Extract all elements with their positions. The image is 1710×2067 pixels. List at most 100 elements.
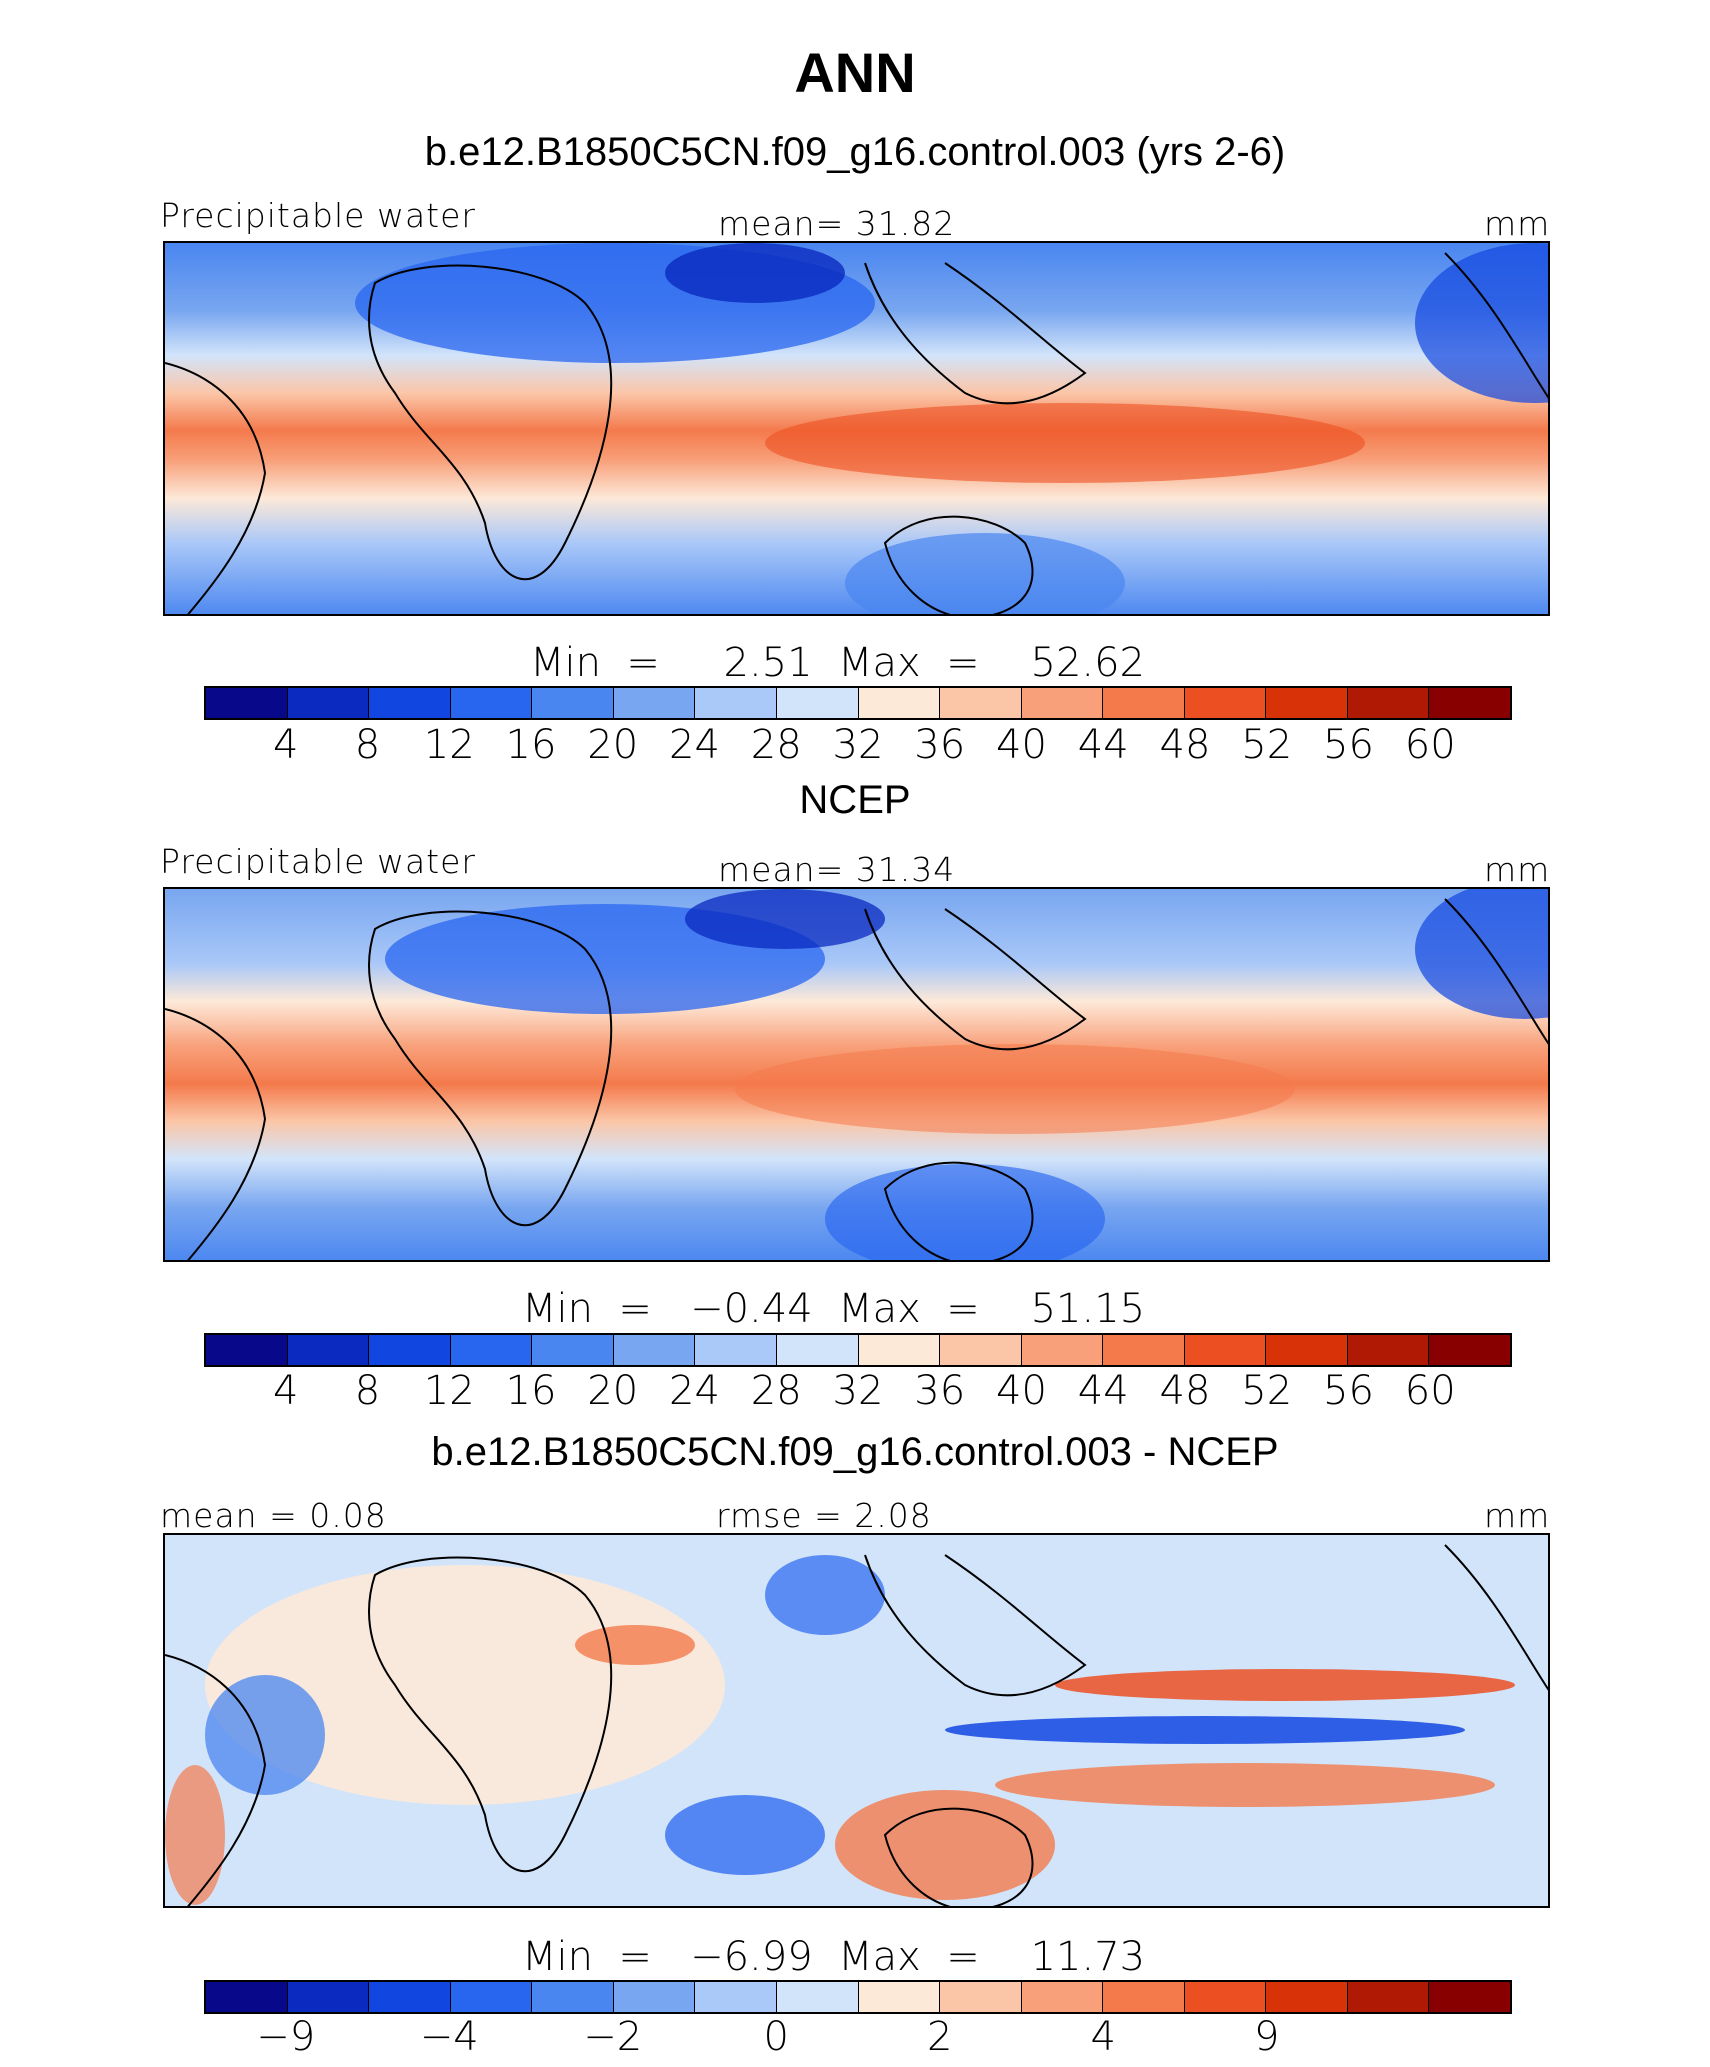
colorbar-cell [1266,688,1348,718]
panel2-colorbar [204,1333,1512,1367]
colorbar-cell [776,1335,859,1365]
colorbar-cell [1021,1335,1104,1365]
panel3-map [163,1533,1550,1908]
colorbar-cell [532,1335,614,1365]
colorbar-cell [858,688,941,718]
colorbar-cell [940,1982,1022,2012]
colorbar-tick-label: 40 [996,1368,1047,1414]
colorbar-tick-label: −2 [583,2014,643,2060]
colorbar-tick-label: 20 [587,1368,639,1414]
colorbar-cell [1347,688,1430,718]
panel1-minmax: Min = 2.51 Max = 52.62 [530,640,1145,686]
colorbar-cell [532,1982,614,2012]
colorbar-tick-label: 48 [1159,1368,1211,1414]
colorbar-cell [206,1982,288,2012]
colorbar-cell [776,688,859,718]
panel2-units: mm [1484,850,1551,889]
colorbar-cell [613,688,696,718]
colorbar-cell [450,1982,533,2012]
panel1-colorbar [204,686,1512,720]
colorbar-cell [695,688,777,718]
colorbar-tick-label: −4 [419,2014,479,2060]
colorbar-cell [1103,688,1185,718]
panel3-mean-label: mean = 0.08 [160,1496,387,1535]
colorbar-cell [858,1982,941,2012]
colorbar-tick-label: 52 [1241,1368,1293,1414]
colorbar-tick-label: 56 [1323,722,1374,768]
colorbar-cell [1429,688,1510,718]
panel2-variable-label: Precipitable water [160,842,476,881]
panel1-map [163,241,1550,616]
panel1-subtitle: b.e12.B1850C5CN.f09_g16.control.003 (yrs… [424,130,1286,174]
colorbar-tick-label: 4 [1090,2014,1116,2060]
main-title: ANN [794,41,916,104]
colorbar-tick-label: 12 [423,722,475,768]
colorbar-cell [776,1982,859,2012]
panel3-subtitle: b.e12.B1850C5CN.f09_g16.control.003 - NC… [431,1430,1279,1474]
colorbar-tick-label: 4 [273,1368,299,1414]
colorbar-tick-label: 28 [750,1368,802,1414]
colorbar-cell [1266,1335,1348,1365]
colorbar-cell [369,688,451,718]
colorbar-tick-label: 32 [832,1368,884,1414]
colorbar-tick-label: 28 [750,722,802,768]
panel3-units: mm [1484,1496,1551,1535]
colorbar-tick-label: 8 [354,1368,381,1414]
colorbar-cell [532,688,614,718]
colorbar-cell [1184,1982,1267,2012]
colorbar-cell [1103,1335,1185,1365]
colorbar-cell [450,688,533,718]
colorbar-tick-label: 2 [927,2014,953,2060]
colorbar-cell [940,688,1022,718]
panel3-map-svg [165,1535,1548,1906]
colorbar-cell [369,1982,451,2012]
colorbar-cell [1021,1982,1104,2012]
panel3-minmax: Min = −6.99 Max = 11.73 [522,1934,1146,1980]
colorbar-cell [369,1335,451,1365]
colorbar-cell [287,1335,370,1365]
colorbar-tick-label: 24 [669,1368,720,1414]
panel2-map-svg [165,889,1548,1260]
colorbar-cell [1021,688,1104,718]
colorbar-tick-label: 4 [273,722,299,768]
colorbar-tick-label: 60 [1404,722,1456,768]
colorbar-cell [695,1982,777,2012]
colorbar-tick-label: 48 [1159,722,1211,768]
panel2-ticks: 4 8 12 16 20 24 28 32 36 40 44 48 52 56 60 [204,1368,1512,1418]
colorbar-cell [1103,1982,1185,2012]
colorbar-cell [1184,688,1267,718]
colorbar-cell [287,1982,370,2012]
panel1-ticks: 4 8 12 16 20 24 28 32 36 40 44 48 52 56 60 [204,722,1512,772]
colorbar-tick-label: 56 [1323,1368,1374,1414]
colorbar-tick-label: 44 [1077,1368,1129,1414]
colorbar-cell [206,688,288,718]
colorbar-tick-label: 24 [669,722,720,768]
colorbar-tick-label: 9 [1254,2014,1280,2060]
panel2-mean-label: mean= 31.34 [718,850,956,889]
colorbar-tick-label: 44 [1077,722,1129,768]
colorbar-cell [206,1335,288,1365]
colorbar-tick-label: 36 [914,722,966,768]
colorbar-tick-label: −9 [256,2014,316,2060]
colorbar-tick-label: 60 [1404,1368,1456,1414]
colorbar-cell [613,1982,696,2012]
panel2-minmax: Min = −0.44 Max = 51.15 [522,1286,1146,1332]
colorbar-tick-label: 20 [587,722,639,768]
colorbar-cell [858,1335,941,1365]
panel1-mean-label: mean= 31.82 [718,204,956,243]
colorbar-tick-label: 12 [423,1368,475,1414]
colorbar-cell [450,1335,533,1365]
colorbar-cell [695,1335,777,1365]
colorbar-cell [1266,1982,1348,2012]
colorbar-tick-label: 52 [1241,722,1293,768]
colorbar-cell [940,1335,1022,1365]
panel3-ticks: −9 −4 −2 0 2 4 9 [204,2014,1512,2064]
colorbar-tick-label: 16 [505,722,557,768]
colorbar-cell [613,1335,696,1365]
colorbar-tick-label: 36 [914,1368,966,1414]
panel2-map [163,887,1550,1262]
colorbar-tick-label: 0 [763,2014,789,2060]
colorbar-tick-label: 16 [505,1368,557,1414]
colorbar-tick-label: 8 [354,722,381,768]
panel2-subtitle: NCEP [799,778,911,822]
